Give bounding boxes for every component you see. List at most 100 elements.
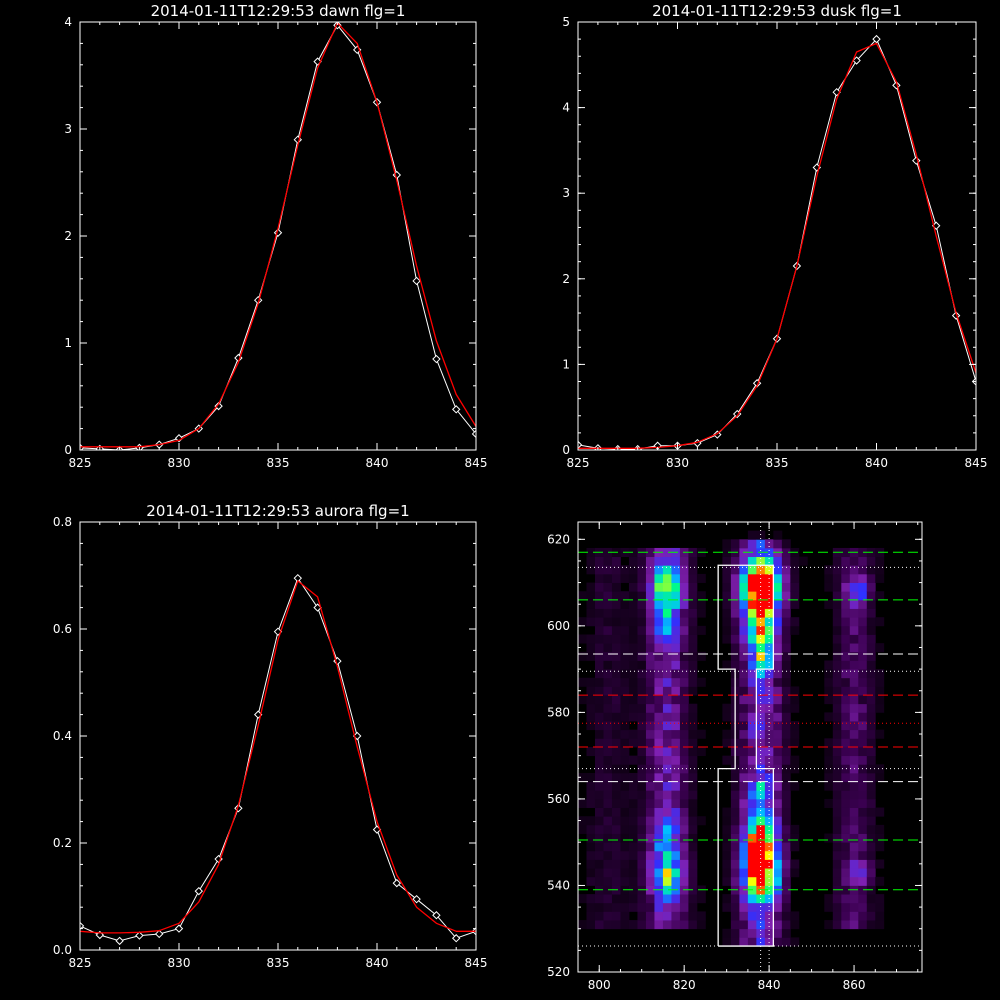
heatmap-cell — [764, 599, 774, 609]
heatmap-cell — [764, 695, 774, 705]
heatmap-cell — [756, 850, 766, 860]
heatmap-cell — [866, 651, 876, 661]
data-point — [115, 936, 124, 946]
heatmap-cell — [645, 781, 655, 791]
heatmap-cell — [722, 876, 732, 886]
heatmap-cell — [832, 712, 842, 722]
heatmap-cell — [688, 824, 698, 834]
heatmap-cell — [832, 842, 842, 852]
heatmap-cell — [645, 894, 655, 904]
heatmap-cell — [739, 686, 749, 696]
heatmap-cell — [849, 677, 859, 687]
heatmap-cell — [739, 937, 749, 947]
heatmap-cell — [611, 712, 621, 722]
heatmap-cell — [628, 660, 638, 670]
heatmap-cell — [654, 920, 664, 930]
heatmap-cell — [578, 591, 587, 601]
heatmap-cell — [849, 920, 859, 930]
heatmap-cell — [832, 686, 842, 696]
heatmap-cell — [679, 894, 689, 904]
heatmap-cell — [730, 617, 740, 627]
heatmap-cell — [730, 660, 740, 670]
heatmap-cell — [654, 625, 664, 635]
heatmap-cell — [578, 816, 587, 826]
heatmap-cell — [611, 556, 621, 566]
heatmap-cell — [841, 721, 851, 731]
heatmap-cell — [628, 677, 638, 687]
heatmap-cell — [747, 755, 757, 765]
heatmap-cell — [739, 695, 749, 705]
heatmap-cell — [603, 764, 613, 774]
heatmap-cell — [841, 573, 851, 583]
heatmap-cell — [756, 712, 766, 722]
heatmap-cell — [662, 677, 672, 687]
heatmap-cell — [586, 868, 596, 878]
heatmap-cell — [858, 781, 868, 791]
data-point — [412, 276, 421, 286]
heatmap-cell — [722, 937, 732, 947]
heatmap-cell — [739, 920, 749, 930]
heatmap-cell — [586, 833, 596, 843]
heatmap-cell — [841, 876, 851, 886]
heatmap-cell — [849, 651, 859, 661]
y-tick-label: 0 — [64, 443, 72, 457]
heatmap-cell — [764, 634, 774, 644]
heatmap-cell — [849, 876, 859, 886]
heatmap-cell — [654, 842, 664, 852]
heatmap-cell — [832, 833, 842, 843]
heatmap-cell — [637, 738, 647, 748]
heatmap-cell — [841, 772, 851, 783]
heatmap-cell — [586, 911, 596, 921]
heatmap-cell — [586, 816, 596, 826]
heatmap-cell — [645, 686, 655, 696]
heatmap-cell — [858, 772, 868, 783]
heatmap-cell — [594, 868, 604, 878]
heatmap-cell — [586, 824, 596, 834]
heatmap-cell — [739, 712, 749, 722]
heatmap-cell — [586, 591, 596, 601]
heatmap-cell — [875, 911, 885, 921]
heatmap-cell — [679, 798, 689, 808]
heatmap-cell — [662, 651, 672, 661]
heatmap-cell — [739, 876, 749, 886]
heatmap-cell — [586, 712, 596, 722]
heatmap-cell — [611, 790, 621, 800]
heatmap-cell — [688, 721, 698, 731]
heatmap-cell — [611, 625, 621, 635]
heatmap-cell — [620, 686, 630, 696]
heatmap-cell — [654, 807, 664, 817]
heatmap-cell — [722, 859, 732, 869]
heatmap-cell — [628, 729, 638, 739]
heatmap-cell — [858, 842, 868, 852]
selection-outline — [717, 564, 775, 947]
heatmap-cell — [773, 669, 783, 679]
heatmap-cell — [679, 911, 689, 921]
heatmap-cell — [603, 894, 613, 904]
heatmap-cell — [858, 868, 868, 878]
heatmap-cell — [858, 876, 868, 886]
heatmap-cell — [781, 539, 791, 549]
y-tick-label: 0.4 — [53, 729, 72, 743]
x-tick-label: 835 — [267, 456, 290, 470]
heatmap-cell — [654, 582, 664, 592]
heatmap-cell — [832, 608, 842, 618]
heatmap-cell — [764, 876, 774, 886]
heatmap-cell — [620, 617, 630, 627]
heatmap-cell — [841, 729, 851, 739]
heatmap-cell — [849, 565, 859, 575]
heatmap-cell — [824, 565, 834, 575]
heatmap-cell — [688, 729, 698, 739]
heatmap-cell — [866, 850, 876, 860]
heatmap-cell — [662, 842, 672, 852]
heatmap-cell — [858, 599, 868, 609]
heatmap-cell — [781, 695, 791, 705]
heatmap-cell — [866, 617, 876, 627]
heatmap-cell — [679, 582, 689, 592]
heatmap-cell — [679, 859, 689, 869]
heatmap-cell — [841, 643, 851, 653]
heatmap-cell — [764, 772, 774, 783]
heatmap-cell — [841, 565, 851, 575]
heatmap-cell — [849, 573, 859, 583]
heatmap-cell — [756, 582, 766, 592]
heatmap-cell — [790, 833, 800, 843]
